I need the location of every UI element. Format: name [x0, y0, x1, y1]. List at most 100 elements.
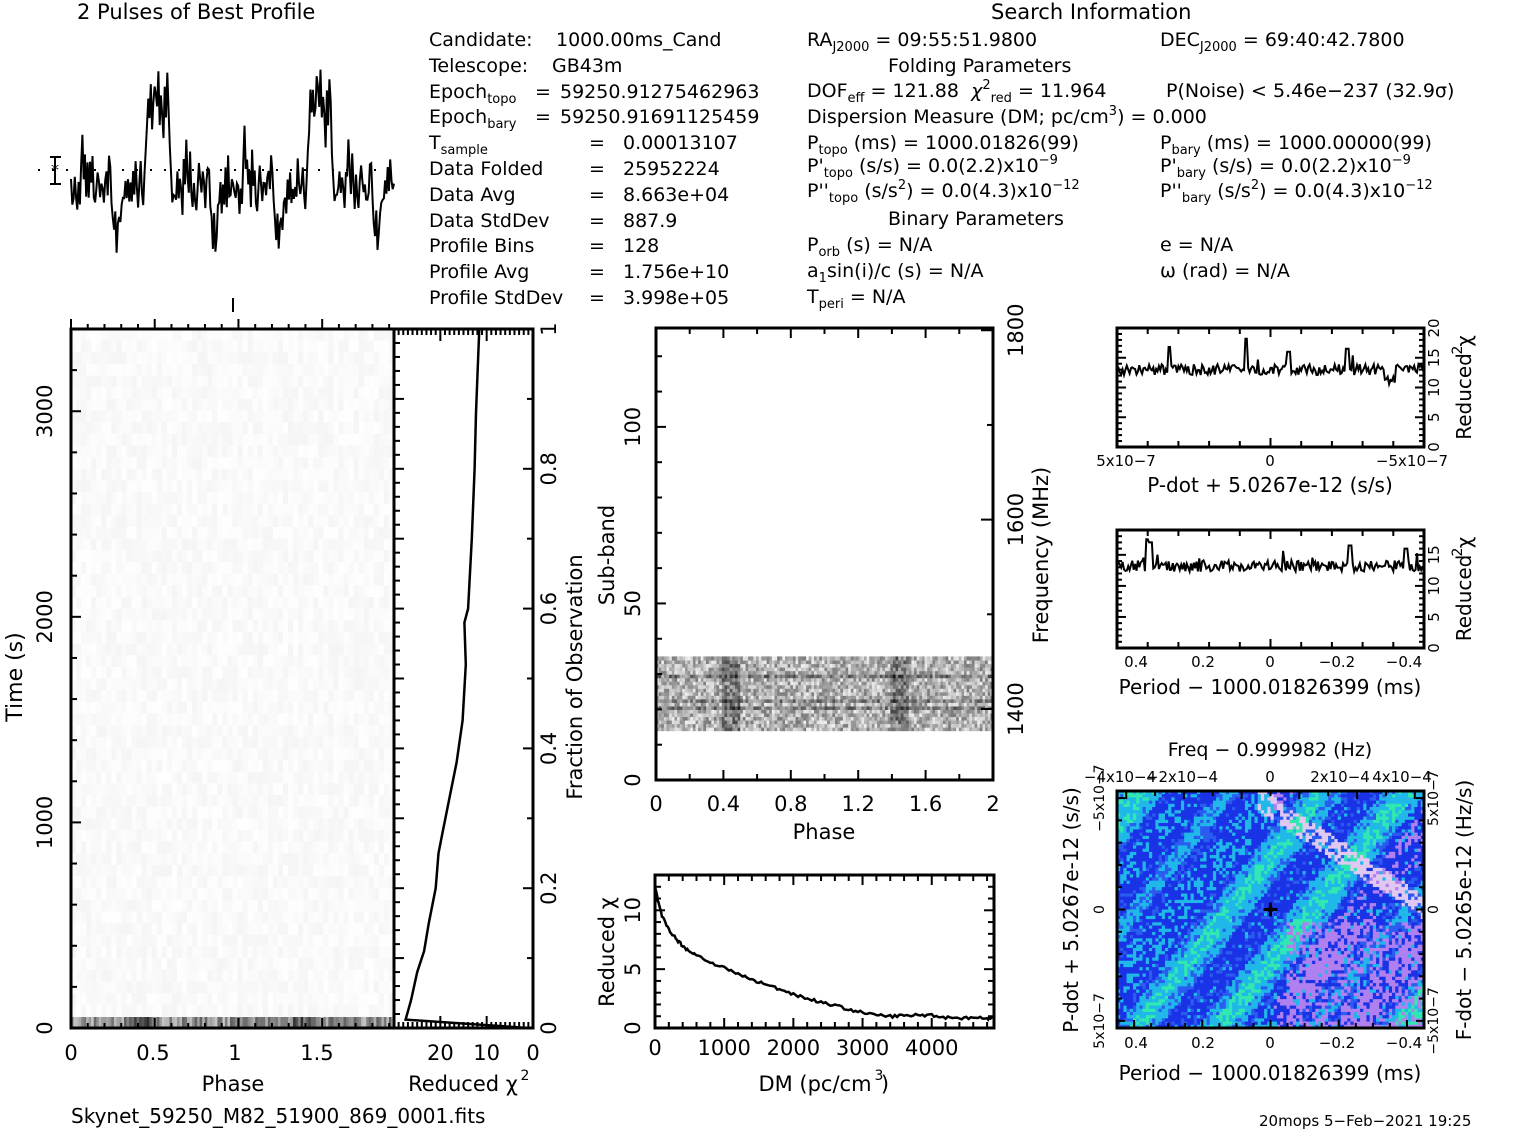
- time-phase-cell: [207, 422, 213, 435]
- time-phase-cell: [136, 1004, 143, 1017]
- time-phase-cell: [76, 433, 82, 446]
- time-phase-cell: [156, 795, 163, 808]
- time-phase-cell: [247, 631, 254, 645]
- time-phase-cell: [136, 666, 143, 679]
- time-phase-cell: [197, 527, 203, 540]
- time-phase-cell: [363, 457, 370, 470]
- time-phase-cell: [197, 760, 203, 773]
- time-phase-cell: [293, 736, 299, 749]
- time-phase-cell: [116, 620, 122, 633]
- time-phase-cell: [71, 748, 77, 761]
- time-phase-cell: [242, 690, 249, 703]
- time-phase-first-row: [227, 1017, 231, 1028]
- time-phase-cell: [298, 876, 304, 889]
- subband-cell: [674, 727, 678, 732]
- time-phase-cell: [363, 690, 370, 703]
- time-phase-cell: [141, 515, 148, 528]
- dm-field: Dispersion Measure (DM; pc/cm3) = 0.000: [807, 104, 1207, 128]
- time-phase-cell: [348, 352, 355, 365]
- time-phase-cell: [187, 760, 193, 773]
- time-phase-cell: [318, 829, 324, 843]
- time-phase-cell: [293, 480, 299, 493]
- time-phase-cell: [136, 690, 143, 703]
- subband-cell: [700, 716, 704, 721]
- subband-cell: [732, 719, 736, 725]
- time-phase-cell: [252, 329, 259, 342]
- time-phase-cell: [86, 981, 92, 994]
- time-phase-cell: [146, 736, 153, 749]
- time-phase-cell: [182, 620, 188, 633]
- time-phase-cell: [288, 410, 294, 423]
- time-phase-cell: [131, 585, 138, 598]
- time-phase-cell: [333, 585, 339, 598]
- time-phase-cell: [358, 410, 365, 423]
- time-phase-cell: [126, 923, 133, 936]
- subband-cell: [942, 712, 947, 718]
- time-phase-cell: [277, 375, 284, 388]
- time-phase-cell: [101, 958, 107, 971]
- subband-cell: [900, 716, 905, 721]
- time-phase-cell: [106, 736, 112, 749]
- subband-image: [656, 656, 994, 732]
- time-phase-cell: [358, 829, 365, 843]
- time-phase-cell: [96, 841, 102, 854]
- time-phase-cell: [383, 422, 390, 435]
- time-phase-cell: [378, 725, 385, 738]
- time-phase-cell: [303, 760, 309, 773]
- subband-cell: [924, 723, 928, 728]
- time-phase-cell: [293, 725, 299, 738]
- time-phase-cell: [212, 375, 218, 388]
- time-phase-cell: [303, 888, 309, 901]
- time-phase-cell: [176, 480, 183, 493]
- time-phase-cell: [277, 363, 284, 377]
- time-phase-cell: [323, 969, 329, 982]
- time-phase-cell: [333, 736, 339, 749]
- time-phase-cell: [146, 934, 153, 947]
- time-phase-cell: [91, 352, 97, 365]
- time-phase-cell: [338, 864, 345, 878]
- time-phase-cell: [121, 562, 128, 575]
- time-phase-cell: [368, 492, 375, 505]
- time-phase-cell: [71, 398, 77, 412]
- time-phase-cell: [358, 538, 365, 551]
- subband-cell: [832, 723, 836, 728]
- time-phase-cell: [368, 562, 375, 575]
- time-phase-cell: [81, 620, 87, 633]
- time-phase-first-row: [139, 1017, 143, 1028]
- time-phase-cell: [76, 783, 82, 796]
- time-phase-cell: [171, 993, 178, 1006]
- time-phase-cell: [328, 433, 334, 446]
- time-phase-cell: [111, 771, 117, 784]
- pbary-field: Pbary (ms) = 1000.00000(99): [1160, 132, 1432, 158]
- time-phase-cell: [171, 457, 178, 470]
- time-phase-cell: [81, 969, 87, 982]
- time-phase-cell: [71, 538, 77, 551]
- time-phase-cell: [293, 713, 299, 726]
- time-phase-cell: [323, 375, 329, 388]
- subband-cell: [903, 719, 907, 725]
- subband-cell: [748, 723, 752, 728]
- time-phase-cell: [212, 596, 218, 610]
- time-phase-cell: [101, 853, 107, 866]
- time-phase-cell: [101, 783, 107, 796]
- time-phase-cell: [131, 608, 138, 621]
- time-phase-cell: [227, 666, 233, 679]
- time-phase-cell: [96, 410, 102, 423]
- time-phase-cell: [86, 864, 92, 878]
- time-phase-cell: [207, 655, 213, 668]
- time-phase-cell: [126, 690, 133, 703]
- time-phase-cell: [227, 853, 233, 866]
- subband-cell: [721, 719, 726, 725]
- time-phase-cell: [71, 410, 77, 423]
- time-phase-cell: [368, 445, 375, 458]
- time-phase-cell: [101, 329, 107, 342]
- time-phase-cell: [111, 993, 117, 1006]
- time-phase-cell: [202, 375, 208, 388]
- time-phase-cell: [237, 398, 244, 412]
- subband-cell: [887, 709, 891, 714]
- time-phase-cell: [212, 433, 218, 446]
- time-phase-cell: [151, 853, 158, 866]
- subband-cell: [879, 727, 884, 732]
- time-phase-cell: [247, 760, 254, 773]
- time-phase-cell: [192, 422, 198, 435]
